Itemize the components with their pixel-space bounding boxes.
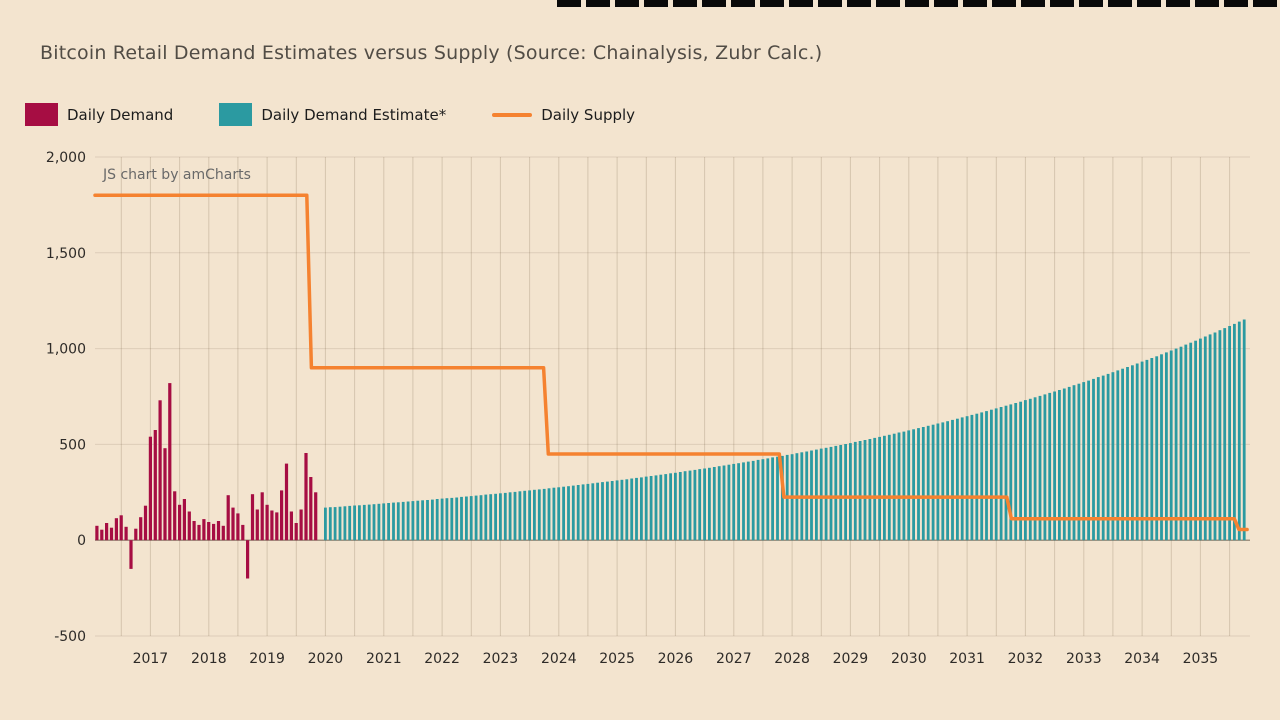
legend-label-daily-supply: Daily Supply: [541, 105, 636, 124]
x-axis-label: 2030: [891, 651, 927, 667]
y-axis-label: 500: [59, 437, 86, 453]
chart-legend: Daily Demand Daily Demand Estimate* Dail…: [25, 103, 681, 126]
x-axis-label: 2019: [249, 651, 285, 667]
legend-swatch-daily-demand: [25, 103, 58, 126]
x-axis-label: 2023: [483, 651, 519, 667]
x-axis-label: 2029: [833, 651, 869, 667]
x-axis-label: 2034: [1124, 651, 1160, 667]
gridlines: [95, 156, 1250, 637]
legend-item-daily-demand[interactable]: Daily Demand: [25, 103, 173, 126]
x-axis-label: 2035: [1183, 651, 1219, 667]
daily-demand-series[interactable]: [95, 383, 318, 579]
legend-swatch-daily-demand-estimate: [219, 103, 253, 126]
legend-item-daily-supply[interactable]: Daily Supply: [492, 106, 635, 124]
x-axis-label: 2031: [949, 651, 985, 667]
axis-labels: -500 0 500 1,000 1,500 2,000 2017 2018 2019 2020 2…: [46, 150, 1218, 667]
top-edge-artifact: [557, 0, 1280, 7]
amcharts-watermark-link[interactable]: JS chart by amCharts: [103, 167, 251, 183]
legend-label-daily-demand: Daily Demand: [67, 105, 174, 124]
y-axis-label: 0: [77, 533, 86, 549]
legend-item-daily-demand-estimate[interactable]: Daily Demand Estimate*: [219, 103, 446, 126]
daily-supply-line[interactable]: [93, 193, 1249, 532]
x-axis-label: 2026: [658, 651, 694, 667]
x-axis-label: 2017: [133, 651, 169, 667]
x-axis-label: 2018: [191, 651, 227, 667]
x-axis-label: 2027: [716, 651, 752, 667]
legend-label-daily-demand-estimate: Daily Demand Estimate*: [261, 105, 447, 124]
x-axis-label: 2033: [1066, 651, 1102, 667]
y-axis-label: 2,000: [46, 150, 86, 166]
y-axis-label: -500: [54, 629, 86, 645]
y-axis-label: 1,000: [46, 342, 86, 358]
x-axis-label: 2025: [599, 651, 635, 667]
x-axis-label: 2022: [424, 651, 460, 667]
x-axis-label: 2032: [1008, 651, 1044, 667]
daily-demand-estimate-series[interactable]: [324, 319, 1246, 541]
chart-title: Bitcoin Retail Demand Estimates versus S…: [40, 42, 823, 64]
x-axis-label: 2020: [308, 651, 344, 667]
x-axis-label: 2021: [366, 651, 402, 667]
y-axis-label: 1,500: [46, 246, 86, 262]
x-axis-label: 2028: [774, 651, 810, 667]
legend-swatch-daily-supply: [492, 112, 533, 117]
x-axis-label: 2024: [541, 651, 577, 667]
